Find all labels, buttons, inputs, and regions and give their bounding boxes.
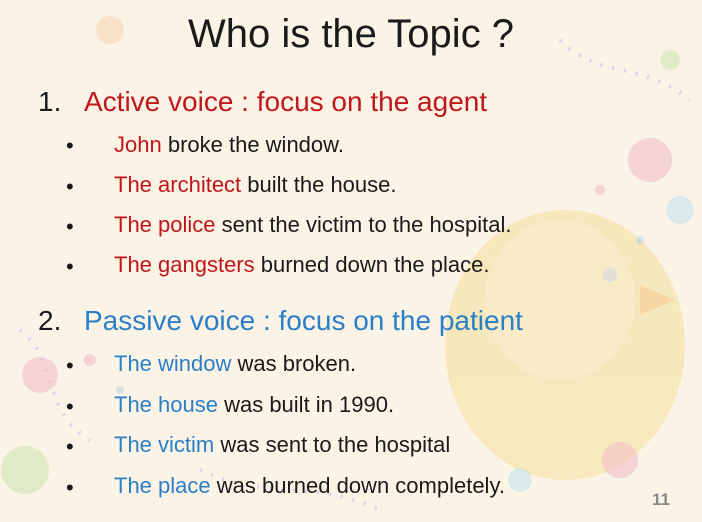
agent-highlight: John <box>114 132 162 157</box>
item-text: broke the window. <box>161 132 344 157</box>
item-text: was sent to the hospital <box>214 432 451 457</box>
list-item: The window was broken. <box>114 351 356 377</box>
slide-title: Who is the Topic ? <box>187 12 515 56</box>
page-number: 11 <box>652 490 670 509</box>
agent-highlight: The architect <box>114 172 242 197</box>
bullet-icon: • <box>66 394 74 419</box>
item-text: was built in 1990. <box>217 392 395 417</box>
bullet-icon: • <box>66 133 74 158</box>
item-text: built the house. <box>241 172 397 197</box>
item-text: sent the victim to the hospital. <box>215 212 512 237</box>
list-item: The architect built the house. <box>114 172 397 198</box>
item-text: was broken. <box>231 351 357 376</box>
section-heading: Active voice : focus on the agent <box>84 86 488 117</box>
bullet-icon: • <box>66 434 74 459</box>
bullet-icon: • <box>66 214 74 239</box>
bullet-icon: • <box>66 174 74 199</box>
item-text: was burned down completely. <box>210 473 505 498</box>
patient-highlight: The place <box>114 473 211 498</box>
section-heading: Passive voice : focus on the patient <box>84 305 523 336</box>
list-item: The house was built in 1990. <box>114 392 394 418</box>
list-item: The victim was sent to the hospital <box>114 432 450 458</box>
patient-highlight: The victim <box>114 432 215 457</box>
agent-highlight: The police <box>114 212 216 237</box>
bullet-icon: • <box>66 475 74 500</box>
item-text: burned down the place. <box>254 252 490 277</box>
list-item: The gangsters burned down the place. <box>114 252 489 278</box>
section-number: 2. <box>38 305 62 336</box>
list-item: John broke the window. <box>114 132 344 158</box>
patient-highlight: The house <box>114 392 218 417</box>
patient-highlight: The window <box>114 351 232 376</box>
bullet-icon: • <box>66 254 74 279</box>
section-number: 1. <box>38 86 62 117</box>
list-item: The police sent the victim to the hospit… <box>114 212 511 238</box>
list-item: The place was burned down completely. <box>114 473 505 499</box>
bullet-icon: • <box>66 353 74 378</box>
agent-highlight: The gangsters <box>114 252 255 277</box>
